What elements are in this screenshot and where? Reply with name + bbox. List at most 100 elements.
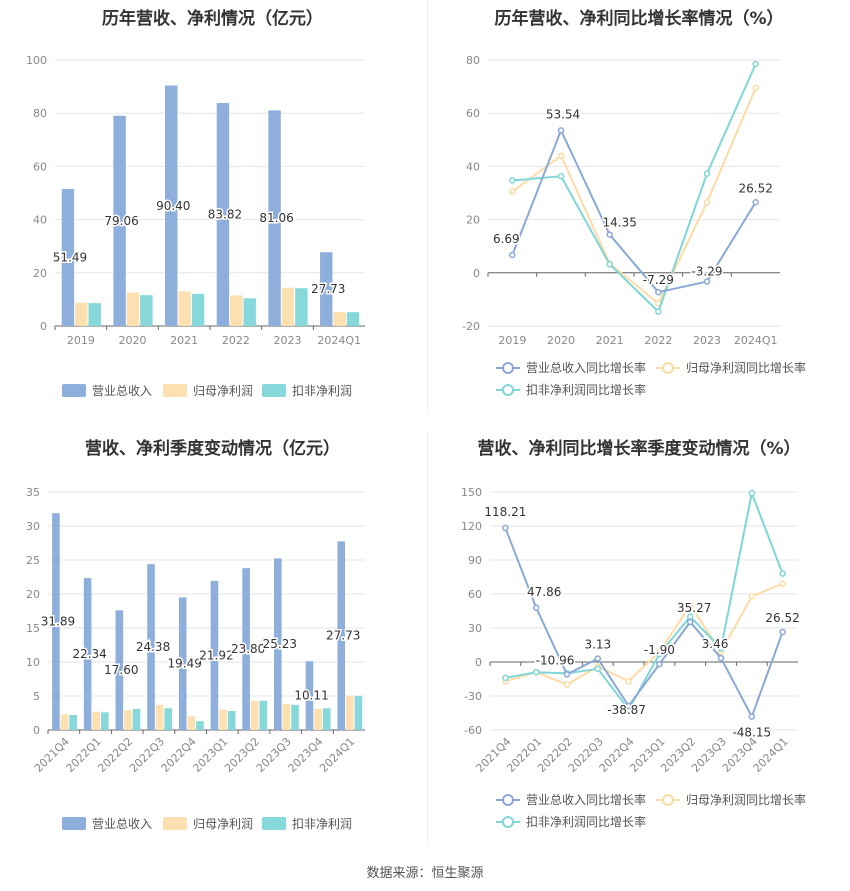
- chart-title: 历年营收、净利情况（亿元）: [102, 9, 323, 29]
- quarterly-growth-chart: -60-3003060901201502021Q42022Q12022Q2202…: [461, 486, 806, 829]
- bar: [346, 312, 360, 326]
- data-source: 数据来源：恒生聚源: [366, 866, 484, 881]
- data-label: 51.49: [53, 251, 87, 265]
- bar: [219, 709, 227, 730]
- chart-title: 营收、净利季度变动情况（亿元）: [85, 439, 340, 459]
- y-tick-label: 30: [26, 520, 40, 533]
- data-point: [748, 713, 756, 720]
- data-label: -10.96: [536, 653, 575, 667]
- legend-swatch: [163, 384, 187, 397]
- bar: [191, 293, 205, 326]
- legend-marker: [502, 816, 514, 828]
- legend-marker: [502, 362, 514, 374]
- annual-bar-chart: 0 20 40 60 80 100 2019 2020 2021 2022 2023 2024Q1 51…: [26, 54, 365, 398]
- data-label: 53.54: [546, 107, 580, 121]
- data-label: 6.69: [493, 232, 520, 246]
- data-point: [606, 261, 613, 268]
- data-point: [703, 199, 711, 206]
- bar: [124, 710, 132, 730]
- bar: [230, 295, 243, 326]
- bar: [165, 85, 178, 326]
- data-label: 14.35: [602, 216, 636, 230]
- data-point: [557, 172, 565, 180]
- bar: [274, 558, 282, 730]
- y-tick-label: 40: [33, 214, 47, 227]
- y-tick-label: 60: [33, 160, 47, 173]
- data-point: [779, 570, 786, 577]
- data-point: [656, 650, 663, 658]
- series-line: [504, 527, 784, 720]
- legend-swatch: [62, 817, 86, 830]
- data-point: [509, 251, 516, 259]
- bar: [60, 714, 69, 730]
- x-tick-label: 2024Q1: [317, 334, 361, 347]
- data-label: 25.23: [263, 637, 297, 651]
- data-label: 26.52: [738, 181, 772, 195]
- annual-growth-panel: 历年营收、净利同比增长率情况（%） -20 0 20 40 60 80 2019 2020 20…: [428, 0, 850, 410]
- bar: [61, 189, 75, 326]
- data-label: 19.49: [168, 657, 202, 671]
- bar: [52, 513, 60, 730]
- legend-swatch: [62, 384, 86, 397]
- bar: [268, 110, 281, 326]
- legend-label: 归母净利润: [193, 384, 253, 398]
- bar: [101, 712, 109, 730]
- data-label: 21.92: [199, 648, 233, 662]
- data-label: 27.73: [311, 282, 345, 296]
- x-tick-label: 2020: [547, 334, 575, 347]
- data-point: [594, 655, 602, 662]
- bar: [242, 568, 250, 730]
- legend-label: 归母净利润同比增长率: [686, 360, 806, 375]
- bar: [354, 696, 363, 730]
- data-point: [779, 628, 786, 636]
- data-label: 3.13: [584, 637, 611, 651]
- bar: [333, 311, 346, 326]
- data-label: 27.73: [326, 629, 360, 643]
- data-point: [717, 645, 725, 652]
- data-point: [686, 618, 694, 626]
- data-label: -48.15: [732, 726, 771, 740]
- data-point: [752, 84, 759, 92]
- legend-label: 营业总收入: [92, 817, 152, 831]
- data-point: [606, 231, 613, 238]
- y-tick-label: 5: [33, 690, 40, 703]
- quarterly-bar-panel: 营收、净利季度变动情况（亿元） 0 5 10 15 20 25 30 35 2021Q4 2022…: [0, 430, 425, 850]
- legend-label: 扣非净利润: [292, 384, 352, 398]
- panel-divider: [427, 0, 428, 410]
- y-tick-label: 0: [40, 320, 47, 333]
- bar: [88, 303, 101, 326]
- y-tick-label: 20: [466, 214, 480, 227]
- x-tick-label: 2023: [274, 334, 302, 347]
- bar: [132, 708, 141, 730]
- bar: [250, 700, 259, 730]
- data-point: [532, 668, 540, 676]
- data-label: 79.06: [104, 214, 138, 228]
- bar: [187, 716, 196, 730]
- y-tick-label: 100: [26, 54, 47, 67]
- x-tick-label: 2021: [596, 334, 624, 347]
- y-tick-label: 60: [468, 588, 482, 601]
- y-tick-label: 80: [33, 107, 47, 120]
- legend-swatch: [262, 384, 286, 397]
- data-point: [752, 60, 759, 68]
- bar: [282, 704, 291, 730]
- y-tick-label: 10: [26, 656, 40, 669]
- x-tick-label: 2019: [67, 334, 95, 347]
- data-label: -3.29: [691, 265, 722, 279]
- series-line: [505, 489, 784, 712]
- legend-marker: [662, 362, 674, 374]
- data-label: -1.90: [644, 643, 675, 657]
- bar: [295, 288, 308, 326]
- data-point: [656, 660, 663, 668]
- quarterly-growth-panel: 营收、净利同比增长率季度变动情况（%） -60 -30 0 30 60 90 120 150 2…: [428, 430, 850, 850]
- bar: [305, 661, 314, 730]
- y-tick-label: 0: [473, 267, 480, 280]
- bar: [346, 696, 354, 730]
- data-point: [557, 127, 565, 134]
- y-tick-label: 20: [26, 588, 40, 601]
- y-tick-label: 90: [468, 554, 482, 567]
- bar: [216, 103, 230, 326]
- data-point: [509, 177, 516, 184]
- bar: [69, 715, 77, 730]
- data-label: -38.87: [607, 703, 646, 717]
